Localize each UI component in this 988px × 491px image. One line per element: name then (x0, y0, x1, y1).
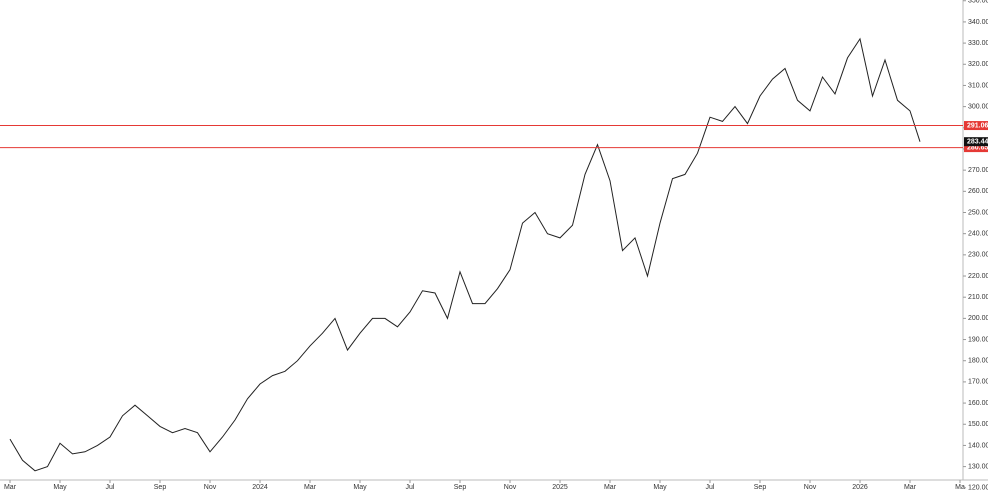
y-tick-label: 180.00 (968, 358, 988, 365)
x-tick-label: Sep (454, 484, 467, 491)
x-tick-label: May (653, 484, 667, 491)
x-tick-label: May (353, 484, 367, 491)
y-tick-label: 270.00 (968, 167, 988, 174)
y-tick-label: 200.00 (968, 315, 988, 322)
y-tick-label: 140.00 (968, 442, 988, 449)
y-tick-label: 340.00 (968, 19, 988, 26)
x-tick-label: Mar (904, 484, 917, 491)
x-tick-label: May (53, 484, 67, 491)
x-tick-label: Mar (304, 484, 317, 491)
y-tick-label: 190.00 (968, 336, 988, 343)
y-tick-label: 170.00 (968, 379, 988, 386)
x-tick-label: Ma (955, 484, 965, 491)
y-tick-label: 320.00 (968, 61, 988, 68)
y-tick-label: 220.00 (968, 273, 988, 280)
x-tick-label: 2025 (552, 484, 568, 491)
plot-area: Mar May Jul Sep Nov 2024 Mar May Jul Sep Nov 2025 Ma… (0, 37, 965, 491)
y-tick-label: 120.00 (968, 485, 988, 491)
level-label-box (964, 143, 988, 153)
x-tick-label: Nov (204, 484, 217, 491)
y-tick-label: 300.00 (968, 103, 988, 110)
x-tick-label: 2026 (852, 484, 868, 491)
level-label: 280.65 (967, 144, 988, 151)
x-tick-label: Mar (4, 484, 17, 491)
level-label: 291.06 (967, 122, 988, 129)
y-tick-label: 160.00 (968, 400, 988, 407)
x-tick-label: Sep (754, 484, 767, 491)
axes: 120.00 130.00 140.00 150.00 160.00 170.00 180.… (9, 0, 988, 491)
y-tick-label: 330.00 (968, 40, 988, 47)
last-price-box (964, 137, 988, 147)
y-tick-label: 240.00 (968, 231, 988, 238)
y-tick-label: 260.00 (968, 188, 988, 195)
y-tick-label: 350.00 (968, 0, 988, 5)
y-tick-label: 150.00 (968, 421, 988, 428)
x-tick-label: Mar (604, 484, 617, 491)
y-tick-label: 130.00 (968, 463, 988, 470)
y-tick-label: 230.00 (968, 252, 988, 259)
x-tick-label: 2024 (252, 484, 268, 491)
y-tick-label: 250.00 (968, 209, 988, 216)
y-tick-label: 310.00 (968, 82, 988, 89)
x-tick-label: Jul (406, 484, 415, 491)
x-tick-label: Jul (106, 484, 115, 491)
x-tick-label: Nov (804, 484, 817, 491)
price-line (9, 37, 921, 472)
x-tick-label: Jul (706, 484, 715, 491)
price-axis-panel (963, 0, 988, 491)
x-tick-label: Nov (504, 484, 517, 491)
x-tick-label: Sep (154, 484, 167, 491)
y-tick-label: 210.00 (968, 294, 988, 301)
level-label-box (964, 121, 988, 131)
last-price-label: 283.44 (967, 139, 988, 146)
